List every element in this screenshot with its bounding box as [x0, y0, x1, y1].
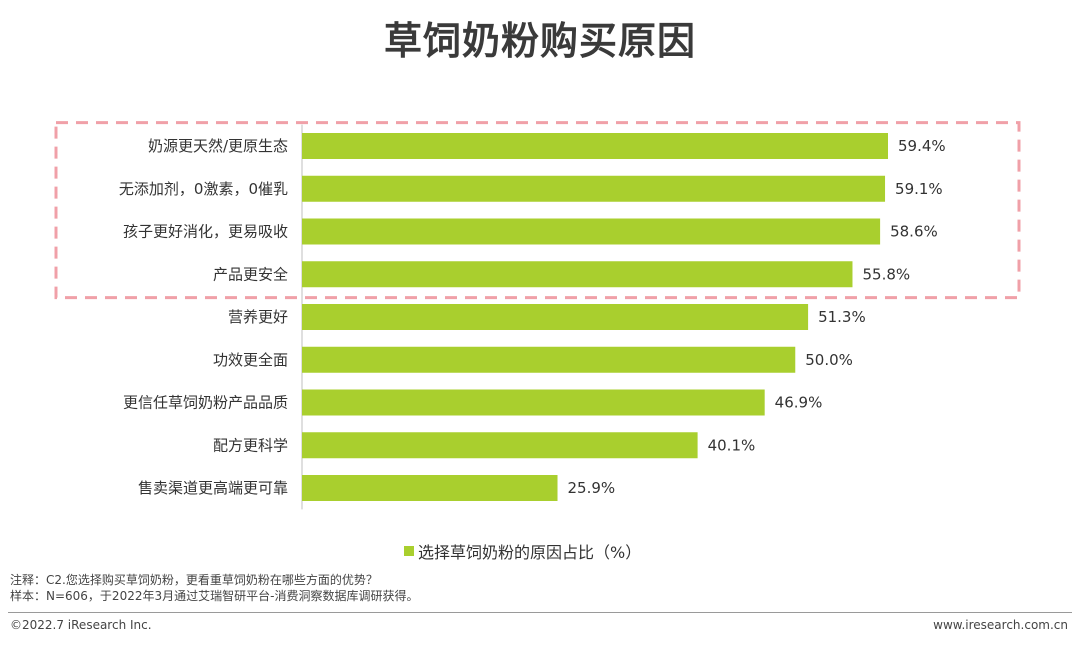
bars-group	[302, 133, 888, 501]
category-label: 奶源更天然/更原生态	[148, 137, 288, 155]
bar	[302, 261, 853, 288]
value-label: 40.1%	[708, 436, 756, 454]
value-label: 46.9%	[775, 394, 823, 412]
value-label: 50.0%	[805, 351, 853, 369]
bar	[302, 475, 558, 501]
category-label: 配方更科学	[213, 436, 288, 454]
category-label: 无添加剂，0激素，0催乳	[119, 180, 288, 198]
value-label: 55.8%	[862, 265, 910, 283]
category-label: 功效更全面	[213, 351, 288, 369]
bar	[302, 218, 881, 245]
legend-label: 选择草饲奶粉的原因占比（%）	[418, 543, 642, 562]
value-label: 58.6%	[890, 223, 938, 241]
highlight-box	[54, 121, 1021, 300]
bar	[302, 346, 796, 373]
footer-divider	[8, 612, 1072, 613]
value-label: 51.3%	[818, 308, 866, 326]
legend-swatch	[404, 546, 414, 556]
category-label: 售卖渠道更高端更可靠	[138, 479, 288, 497]
legend: 选择草饲奶粉的原因占比（%）	[404, 540, 641, 562]
note-sample: 样本：N=606，于2022年3月通过艾瑞智研平台-消费洞察数据库调研获得。	[10, 589, 419, 603]
bar	[302, 175, 886, 202]
category-label: 孩子更好消化，更易吸收	[123, 223, 288, 241]
category-label: 更信任草饲奶粉产品品质	[123, 394, 288, 412]
bar	[302, 389, 765, 416]
category-label: 产品更安全	[213, 265, 288, 283]
bar	[302, 133, 888, 159]
category-label: 营养更好	[228, 308, 288, 326]
value-labels-group: 59.4% 59.1% 58.6% 55.8% 51.3% 50.0% 46.9% 40.1%…	[568, 137, 946, 497]
note-question: 注释：C2.您选择购买草饲奶粉，更看重草饲奶粉在哪些方面的优势？	[10, 573, 378, 587]
footer-copyright: ©2022.7 iResearch Inc.	[10, 618, 152, 632]
chart-title: 草饲奶粉购买原因	[383, 19, 696, 63]
category-labels-group: 奶源更天然/更原生态无添加剂，0激素，0催乳孩子更好消化，更易吸收产品更安全营养…	[119, 137, 288, 497]
value-label: 59.4%	[898, 137, 946, 155]
value-label: 59.1%	[895, 180, 943, 198]
footer-website: www.iresearch.com.cn	[933, 618, 1068, 632]
bar	[302, 432, 698, 459]
value-label: 25.9%	[568, 479, 616, 497]
bar	[302, 304, 809, 330]
